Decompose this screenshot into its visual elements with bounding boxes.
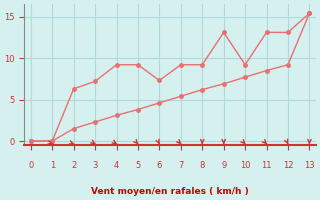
- X-axis label: Vent moyen/en rafales ( km/h ): Vent moyen/en rafales ( km/h ): [91, 187, 249, 196]
